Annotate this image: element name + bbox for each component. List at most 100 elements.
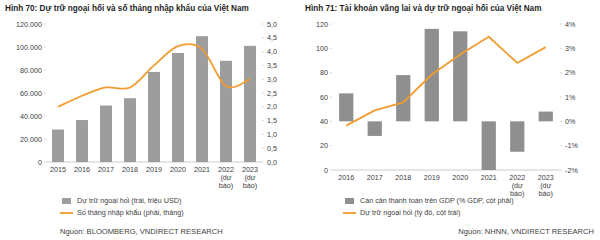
x-tick-label-line: 2015 (50, 165, 66, 174)
y-tick-label: 100 (316, 44, 328, 53)
bar (76, 120, 88, 162)
x-tick-label: 2017 (98, 165, 114, 174)
y-tick (44, 93, 46, 94)
y-tick-label: 20 (320, 141, 328, 150)
x-axis (332, 170, 560, 171)
y2-tick (262, 37, 264, 38)
bar (339, 93, 353, 121)
y-tick-label: 120.000 (16, 20, 42, 29)
x-tick-label: 2021 (481, 173, 497, 182)
y2-tick (560, 121, 562, 122)
legend-label: Cán cân thanh toán trên GDP (% GDP, cột … (360, 196, 514, 205)
x-tick-label: 2018 (395, 173, 411, 182)
y2-tick (262, 148, 264, 149)
legend-swatch (345, 198, 354, 204)
y-tick (330, 145, 332, 146)
y2-tick (560, 48, 562, 49)
x-tick-label-line: 2019 (146, 165, 162, 174)
x-tick-label: 2023(dựbáo) (538, 173, 554, 198)
y2-tick-label: 3,0 (267, 75, 277, 84)
y-tick-label: 0 (38, 158, 42, 167)
legend-label: Dự trữ ngoại hối (trái, triệu USD) (77, 196, 181, 205)
x-tick-label: 2020 (452, 173, 468, 182)
legend-swatch (62, 198, 71, 204)
bar (172, 53, 184, 162)
y2-tick-label: 4,0 (267, 47, 277, 56)
y-tick (330, 72, 332, 73)
source: Nguồn: NHNN, VNDIRECT RESEARCH (458, 227, 594, 236)
x-tick-label-line: 2017 (98, 165, 114, 174)
x-tick-label: 2018 (122, 165, 138, 174)
legend-swatch (60, 212, 73, 214)
legend-label: Dự trữ ngoại hối (tỷ đô, cột trái) (360, 208, 460, 217)
x-tick-label-line: báo) (219, 181, 233, 190)
y2-tick (262, 24, 264, 25)
bar (482, 121, 496, 170)
y-tick-label: 40 (320, 117, 328, 126)
x-tick-label-line: 2018 (395, 173, 411, 182)
y2-tick-label: 0,5 (267, 144, 277, 153)
bar (244, 46, 256, 162)
y2-tick-label: 2,5 (267, 89, 277, 98)
y-tick (330, 24, 332, 25)
line (346, 37, 546, 126)
x-tick-label: 2023(dựbáo) (242, 165, 258, 190)
y-tick-label: 20.000 (20, 135, 42, 144)
y-tick (330, 97, 332, 98)
y2-tick-label: 4% (565, 20, 576, 29)
y2-tick (560, 170, 562, 171)
line (58, 44, 250, 107)
x-tick-label: 2020 (170, 165, 186, 174)
y2-tick-label: 1% (565, 93, 576, 102)
y-tick (330, 170, 332, 171)
legend-swatch (343, 212, 356, 214)
y-tick (330, 48, 332, 49)
bar (539, 112, 553, 122)
y2-tick-label: -1% (565, 141, 578, 150)
y-tick (44, 139, 46, 140)
y2-tick-label: 0% (565, 117, 576, 126)
page: {"chart_data": [ {"type": "bar", "title"… (0, 0, 600, 240)
y2-tick (560, 24, 562, 25)
y2-tick (262, 134, 264, 135)
y-tick (44, 47, 46, 48)
x-tick-label: 2016 (74, 165, 90, 174)
x-tick-label-line: 2021 (194, 165, 210, 174)
x-tick-label: 2019 (146, 165, 162, 174)
y-tick-label: 80 (320, 68, 328, 77)
bar (220, 61, 232, 162)
source: Nguồn: BLOOMBERG, VNDIRECT RESEARCH (60, 227, 223, 236)
x-tick-label-line: 2020 (170, 165, 186, 174)
bar (148, 72, 160, 162)
y2-tick-label: 2% (565, 68, 576, 77)
y2-tick (262, 93, 264, 94)
y-tick-label: 0 (324, 166, 328, 175)
x-tick-label: 2015 (50, 165, 66, 174)
x-tick-label-line: 2016 (338, 173, 354, 182)
y2-tick (262, 106, 264, 107)
y2-tick-label: 5,0 (267, 20, 277, 29)
bar (510, 121, 524, 151)
x-tick-label: 2022(dựbáo) (218, 165, 234, 190)
bar (453, 31, 467, 121)
y-tick-label: 80.000 (20, 66, 42, 75)
y2-tick-label: 0,0 (267, 158, 277, 167)
y2-tick (262, 162, 264, 163)
plot-area (52, 36, 256, 162)
bar (100, 106, 112, 162)
y-tick-label: 100.000 (16, 43, 42, 52)
y2-tick (262, 65, 264, 66)
y2-tick-label: 3,5 (267, 61, 277, 70)
x-tick-label: 2022(dựbáo) (509, 173, 525, 198)
bar (52, 130, 64, 162)
y2-tick (262, 79, 264, 80)
y2-tick (560, 97, 562, 98)
y2-tick (262, 120, 264, 121)
plot-area (339, 29, 553, 170)
figure: Hình 70: Dự trữ ngoại hối và số tháng nh… (0, 0, 600, 240)
y2-tick-label: 1,0 (267, 130, 277, 139)
x-tick-label-line: 2019 (424, 173, 440, 182)
x-tick-label-line: 2017 (367, 173, 383, 182)
title: Hình 71: Tài khoản vãng lai và dự trữ ng… (305, 4, 541, 13)
y2-tick-label: -2% (565, 166, 578, 175)
